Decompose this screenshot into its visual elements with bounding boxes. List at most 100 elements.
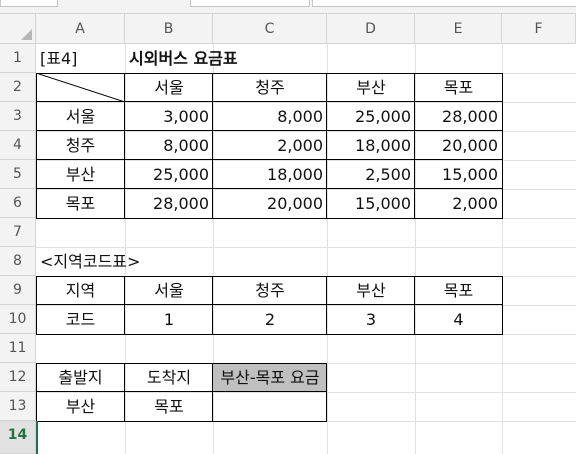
gridline (36, 189, 576, 190)
cell-a1-title-label[interactable]: [표4] (40, 49, 78, 68)
result-value-cell[interactable] (213, 392, 327, 421)
fare-value-cell[interactable]: 8,000 (163, 136, 209, 155)
query-table-divider (212, 363, 213, 422)
cell-b1-title[interactable]: 시외버스 요금표 (129, 49, 238, 68)
column-header-d[interactable]: D (327, 14, 415, 44)
fare-row-city[interactable]: 서울 (65, 107, 96, 126)
column-header-c[interactable]: C (213, 14, 327, 44)
column-header-e[interactable]: E (415, 14, 502, 44)
fare-value-cell[interactable]: 28,000 (153, 194, 209, 213)
gridline (502, 44, 503, 454)
row-header-1[interactable]: 1 (0, 44, 36, 73)
row-header-8[interactable]: 8 (0, 247, 36, 276)
gridline (36, 160, 576, 161)
fare-value-cell[interactable]: 2,000 (452, 194, 498, 213)
fare-header-city[interactable]: 목포 (443, 78, 474, 97)
row-header-2[interactable]: 2 (0, 73, 36, 102)
fare-table-divider (36, 159, 503, 160)
fare-table-divider (326, 73, 327, 219)
fare-table-divider (414, 73, 415, 219)
fare-header-city[interactable]: 서울 (154, 78, 184, 97)
name-box-edge[interactable] (0, 0, 58, 7)
fare-value-cell[interactable]: 18,000 (267, 165, 323, 184)
gridline (36, 131, 576, 132)
fare-table-border (36, 73, 503, 219)
code-value[interactable]: 1 (163, 310, 175, 329)
column-header-f[interactable]: F (502, 14, 576, 44)
code-region[interactable]: 서울 (154, 281, 184, 300)
row-header-7[interactable]: 7 (0, 218, 36, 247)
gridline (125, 44, 126, 454)
result-label[interactable]: 부산-목포 요금 (220, 368, 320, 387)
fare-table-divider (124, 73, 125, 219)
code-table-divider (414, 276, 415, 335)
query-table-border (36, 363, 327, 422)
fare-value-cell[interactable]: 2,000 (277, 136, 323, 155)
destination-label[interactable]: 도착지 (146, 368, 192, 387)
row-header-9[interactable]: 9 (0, 276, 36, 305)
fare-table-divider (36, 130, 503, 131)
row-header-12[interactable]: 12 (0, 363, 36, 392)
select-all-triangle-icon (21, 29, 32, 40)
fare-value-cell[interactable]: 8,000 (277, 107, 323, 126)
fare-header-city[interactable]: 부산 (356, 78, 386, 97)
formula-input-edge[interactable] (190, 0, 310, 7)
fare-value-cell[interactable]: 28,000 (442, 107, 498, 126)
code-table-divider (36, 304, 503, 305)
row-header-13[interactable]: 13 (0, 392, 36, 421)
fare-value-cell[interactable]: 2,500 (365, 165, 411, 184)
fare-value-cell[interactable]: 18,000 (355, 136, 411, 155)
code-region[interactable]: 부산 (356, 281, 386, 300)
row-header-5[interactable]: 5 (0, 160, 36, 189)
column-header-a[interactable]: A (36, 14, 125, 44)
result-label-fill (213, 363, 327, 392)
fare-table-divider (212, 73, 213, 219)
gridline (36, 305, 576, 306)
code-region[interactable]: 목포 (443, 281, 474, 300)
code-table-divider (212, 276, 213, 335)
code-table-divider (124, 276, 125, 335)
query-table-divider (124, 363, 125, 422)
code-label[interactable]: 코드 (65, 310, 96, 329)
fare-value-cell[interactable]: 25,000 (153, 165, 209, 184)
fare-header-city[interactable]: 청주 (255, 78, 285, 97)
row-header-11[interactable]: 11 (0, 334, 36, 363)
select-all-corner[interactable] (0, 14, 36, 44)
origin-value[interactable]: 부산 (65, 397, 96, 416)
gridline (36, 247, 576, 248)
fare-table-divider (36, 188, 503, 189)
fare-row-city[interactable]: 부산 (65, 165, 96, 184)
fare-value-cell[interactable]: 25,000 (355, 107, 411, 126)
code-table-title[interactable]: <지역코드표> (40, 252, 141, 271)
row-header-4[interactable]: 4 (0, 131, 36, 160)
row-header-14[interactable]: 14 (0, 421, 36, 454)
code-value[interactable]: 2 (264, 310, 276, 329)
code-value[interactable]: 3 (365, 310, 377, 329)
row-header-10[interactable]: 10 (0, 305, 36, 334)
active-cell-a14[interactable] (36, 421, 125, 454)
gridline (36, 102, 576, 103)
fare-value-cell[interactable]: 20,000 (442, 136, 498, 155)
row-header-3[interactable]: 3 (0, 102, 36, 131)
fare-value-cell[interactable]: 3,000 (163, 107, 209, 126)
origin-label[interactable]: 출발지 (58, 368, 103, 387)
code-region-label[interactable]: 지역 (65, 281, 96, 300)
row-header-6[interactable]: 6 (0, 189, 36, 218)
fare-value-cell[interactable]: 15,000 (442, 165, 498, 184)
fare-row-city[interactable]: 목포 (65, 194, 96, 213)
gridline (327, 44, 328, 454)
formula-input-edge-2[interactable] (312, 0, 576, 7)
gridline (415, 44, 416, 454)
fare-value-cell[interactable]: 15,000 (355, 194, 411, 213)
code-value[interactable]: 4 (453, 310, 464, 329)
code-table-border (36, 276, 503, 335)
fare-row-city[interactable]: 청주 (65, 136, 96, 155)
code-region[interactable]: 청주 (255, 281, 285, 300)
fare-value-cell[interactable]: 20,000 (267, 194, 323, 213)
destination-value[interactable]: 목포 (154, 397, 184, 416)
gridline (213, 44, 214, 454)
column-header-b[interactable]: B (125, 14, 213, 44)
fare-table-divider (36, 101, 503, 102)
gridline (36, 392, 576, 393)
